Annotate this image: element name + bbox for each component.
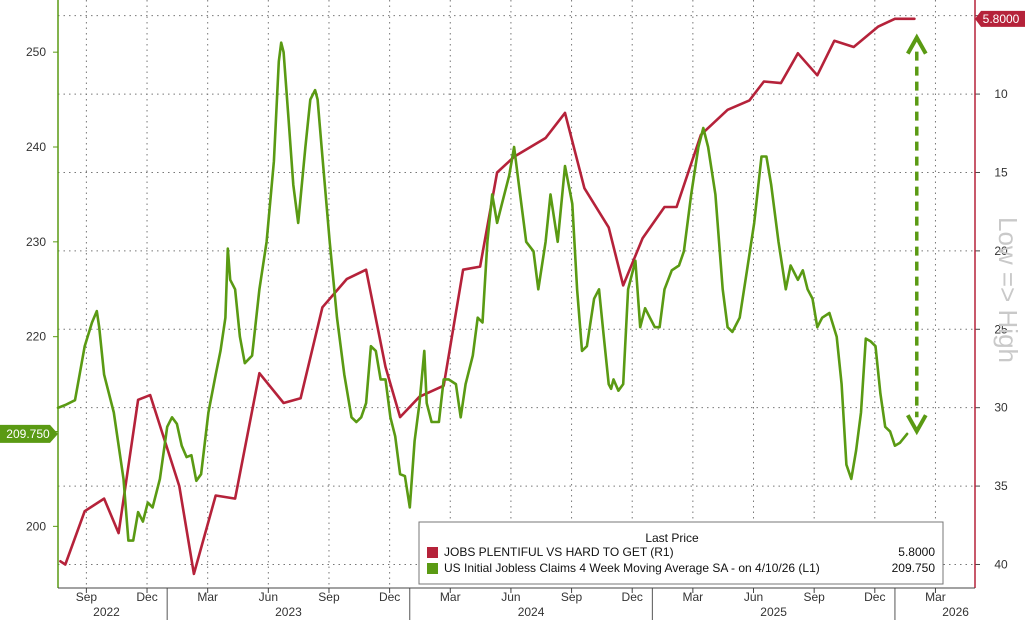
arrow-head-up	[906, 33, 928, 55]
year-label: 2026	[942, 605, 969, 619]
gridlines	[58, 0, 975, 588]
legend-series-name: US Initial Jobless Claims 4 Week Moving …	[444, 561, 820, 575]
left-tick-label: 250	[26, 45, 46, 59]
legend-box	[418, 521, 944, 585]
right-tick-label: 10	[994, 87, 1008, 101]
year-label: 2024	[518, 605, 545, 619]
x-tick-label: Jun	[259, 590, 278, 604]
annotation-layer	[906, 33, 928, 436]
last-value-text-jobs: 5.8000	[983, 12, 1020, 26]
left-tick-label: 220	[26, 330, 46, 344]
axes: 510152025303540SepDecMarJunSepDecMarJunS…	[26, 0, 1008, 620]
last-value-text-claims: 209.750	[6, 427, 50, 441]
x-tick-label: Sep	[76, 590, 98, 604]
legend-series-value: 209.750	[892, 561, 936, 575]
x-tick-label: Sep	[561, 590, 583, 604]
x-tick-label: Dec	[136, 590, 157, 604]
left-tick-label: 230	[26, 235, 46, 249]
x-tick-label: Sep	[318, 590, 340, 604]
series-line-jobless-claims	[56, 41, 909, 542]
left-tick-label: 240	[26, 140, 46, 154]
right-tick-label: 20	[994, 244, 1008, 258]
year-label: 2022	[93, 605, 120, 619]
legend-series-value: 5.8000	[898, 545, 935, 559]
x-tick-label: Mar	[683, 590, 704, 604]
right-tick-label: 30	[994, 401, 1008, 415]
last-value-labels: 5.8000 209.750	[0, 10, 1025, 443]
x-tick-label: Sep	[803, 590, 825, 604]
last-value-tag-jobs	[975, 10, 1025, 27]
legend-swatch	[427, 563, 438, 574]
x-tick-label: Mar	[925, 590, 946, 604]
legend-header: Last Price	[645, 531, 699, 545]
x-tick-label: Mar	[197, 590, 218, 604]
x-tick-label: Mar	[440, 590, 461, 604]
arrow-head-down	[906, 414, 928, 436]
legend-series-name: JOBS PLENTIFUL VS HARD TO GET (R1)	[444, 545, 674, 559]
legend-swatch	[427, 547, 438, 558]
right-tick-label: 25	[994, 322, 1008, 336]
right-tick-label: 35	[994, 479, 1008, 493]
right-axis-title: Low => High	[993, 217, 1023, 363]
x-tick-label: Dec	[622, 590, 643, 604]
right-tick-label: 40	[994, 557, 1008, 571]
left-tick-label: 200	[26, 519, 46, 533]
x-tick-label: Jun	[501, 590, 520, 604]
x-tick-label: Dec	[379, 590, 400, 604]
series-layer	[56, 17, 916, 576]
right-tick-label: 15	[994, 165, 1008, 179]
x-tick-label: Dec	[864, 590, 885, 604]
year-label: 2023	[275, 605, 302, 619]
year-label: 2025	[760, 605, 787, 619]
x-tick-label: Jun	[744, 590, 763, 604]
last-value-tag-claims	[0, 424, 58, 443]
series-line-jobs-plentiful	[59, 17, 916, 576]
